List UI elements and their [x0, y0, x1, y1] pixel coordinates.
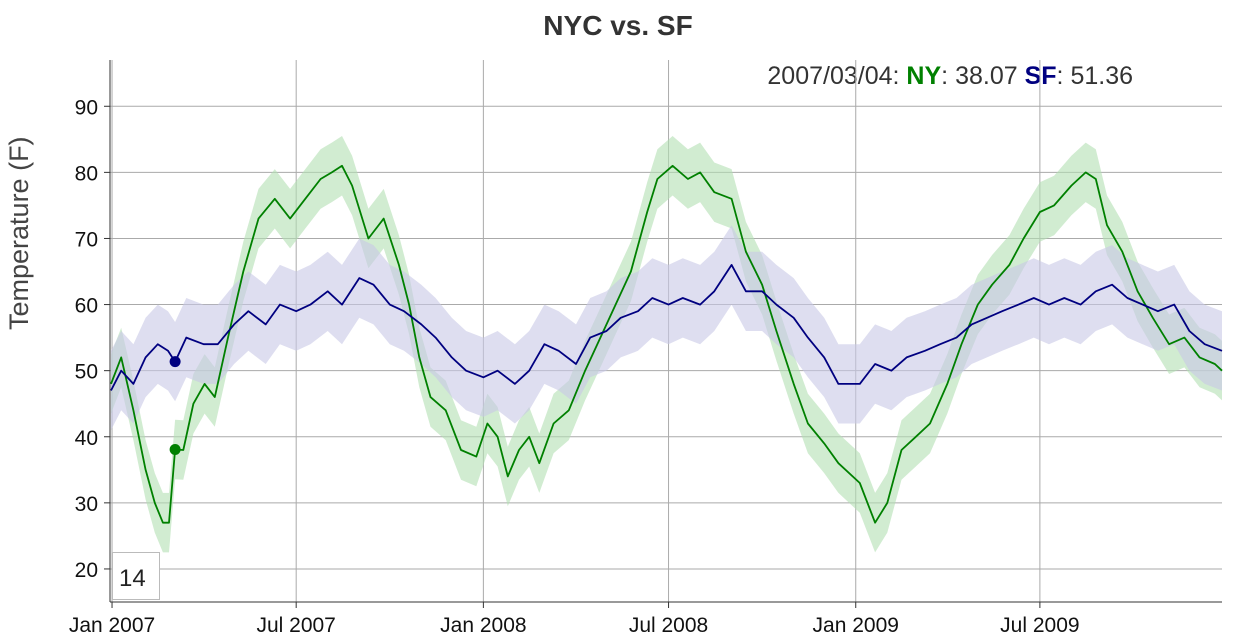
y-tick-label: 40: [75, 427, 98, 450]
highlight-point-ny: [169, 444, 181, 456]
x-tick-label: Jan 2007: [69, 614, 155, 637]
y-tick-label: 60: [75, 295, 98, 318]
series-lines: [110, 164, 1223, 524]
legend-date: 2007/03/04: [767, 62, 893, 90]
line-ny: [110, 164, 1223, 524]
line-sf: [110, 264, 1223, 391]
band-sf: [111, 225, 1222, 431]
error-bands: [111, 136, 1222, 553]
axes: 20 30 40 50 60 70 80 90 Jan 2007 Jul 2007 Jan 2008…: [69, 60, 1222, 637]
highlight-points: [169, 356, 181, 456]
highlight-point-sf: [169, 356, 181, 368]
y-tick-label: 80: [75, 162, 98, 185]
x-tick-label: Jan 2009: [813, 614, 899, 637]
legend-sf-value: 51.36: [1070, 62, 1133, 90]
x-tick-label: Jul 2009: [1000, 614, 1079, 637]
legend-sf-name: SF: [1024, 62, 1057, 90]
legend: 2007/03/04: NY: 38.07 SF: 51.36: [767, 62, 1133, 90]
y-tick-label: 30: [75, 493, 98, 516]
x-tick-label: Jul 2008: [629, 614, 708, 637]
legend-ny-name: NY: [906, 62, 942, 90]
y-tick-label: 20: [75, 559, 98, 582]
y-tick-label: 90: [75, 96, 98, 119]
band-ny: [111, 136, 1222, 553]
x-tick-label: Jul 2007: [256, 614, 335, 637]
x-tick-label: Jan 2008: [440, 614, 526, 637]
y-tick-label: 70: [75, 228, 98, 251]
y-tick-label: 50: [75, 361, 98, 384]
roll-period-input[interactable]: [112, 552, 160, 600]
chart-title: NYC vs. SF: [543, 10, 693, 41]
legend-ny-value: 38.07: [955, 62, 1018, 90]
